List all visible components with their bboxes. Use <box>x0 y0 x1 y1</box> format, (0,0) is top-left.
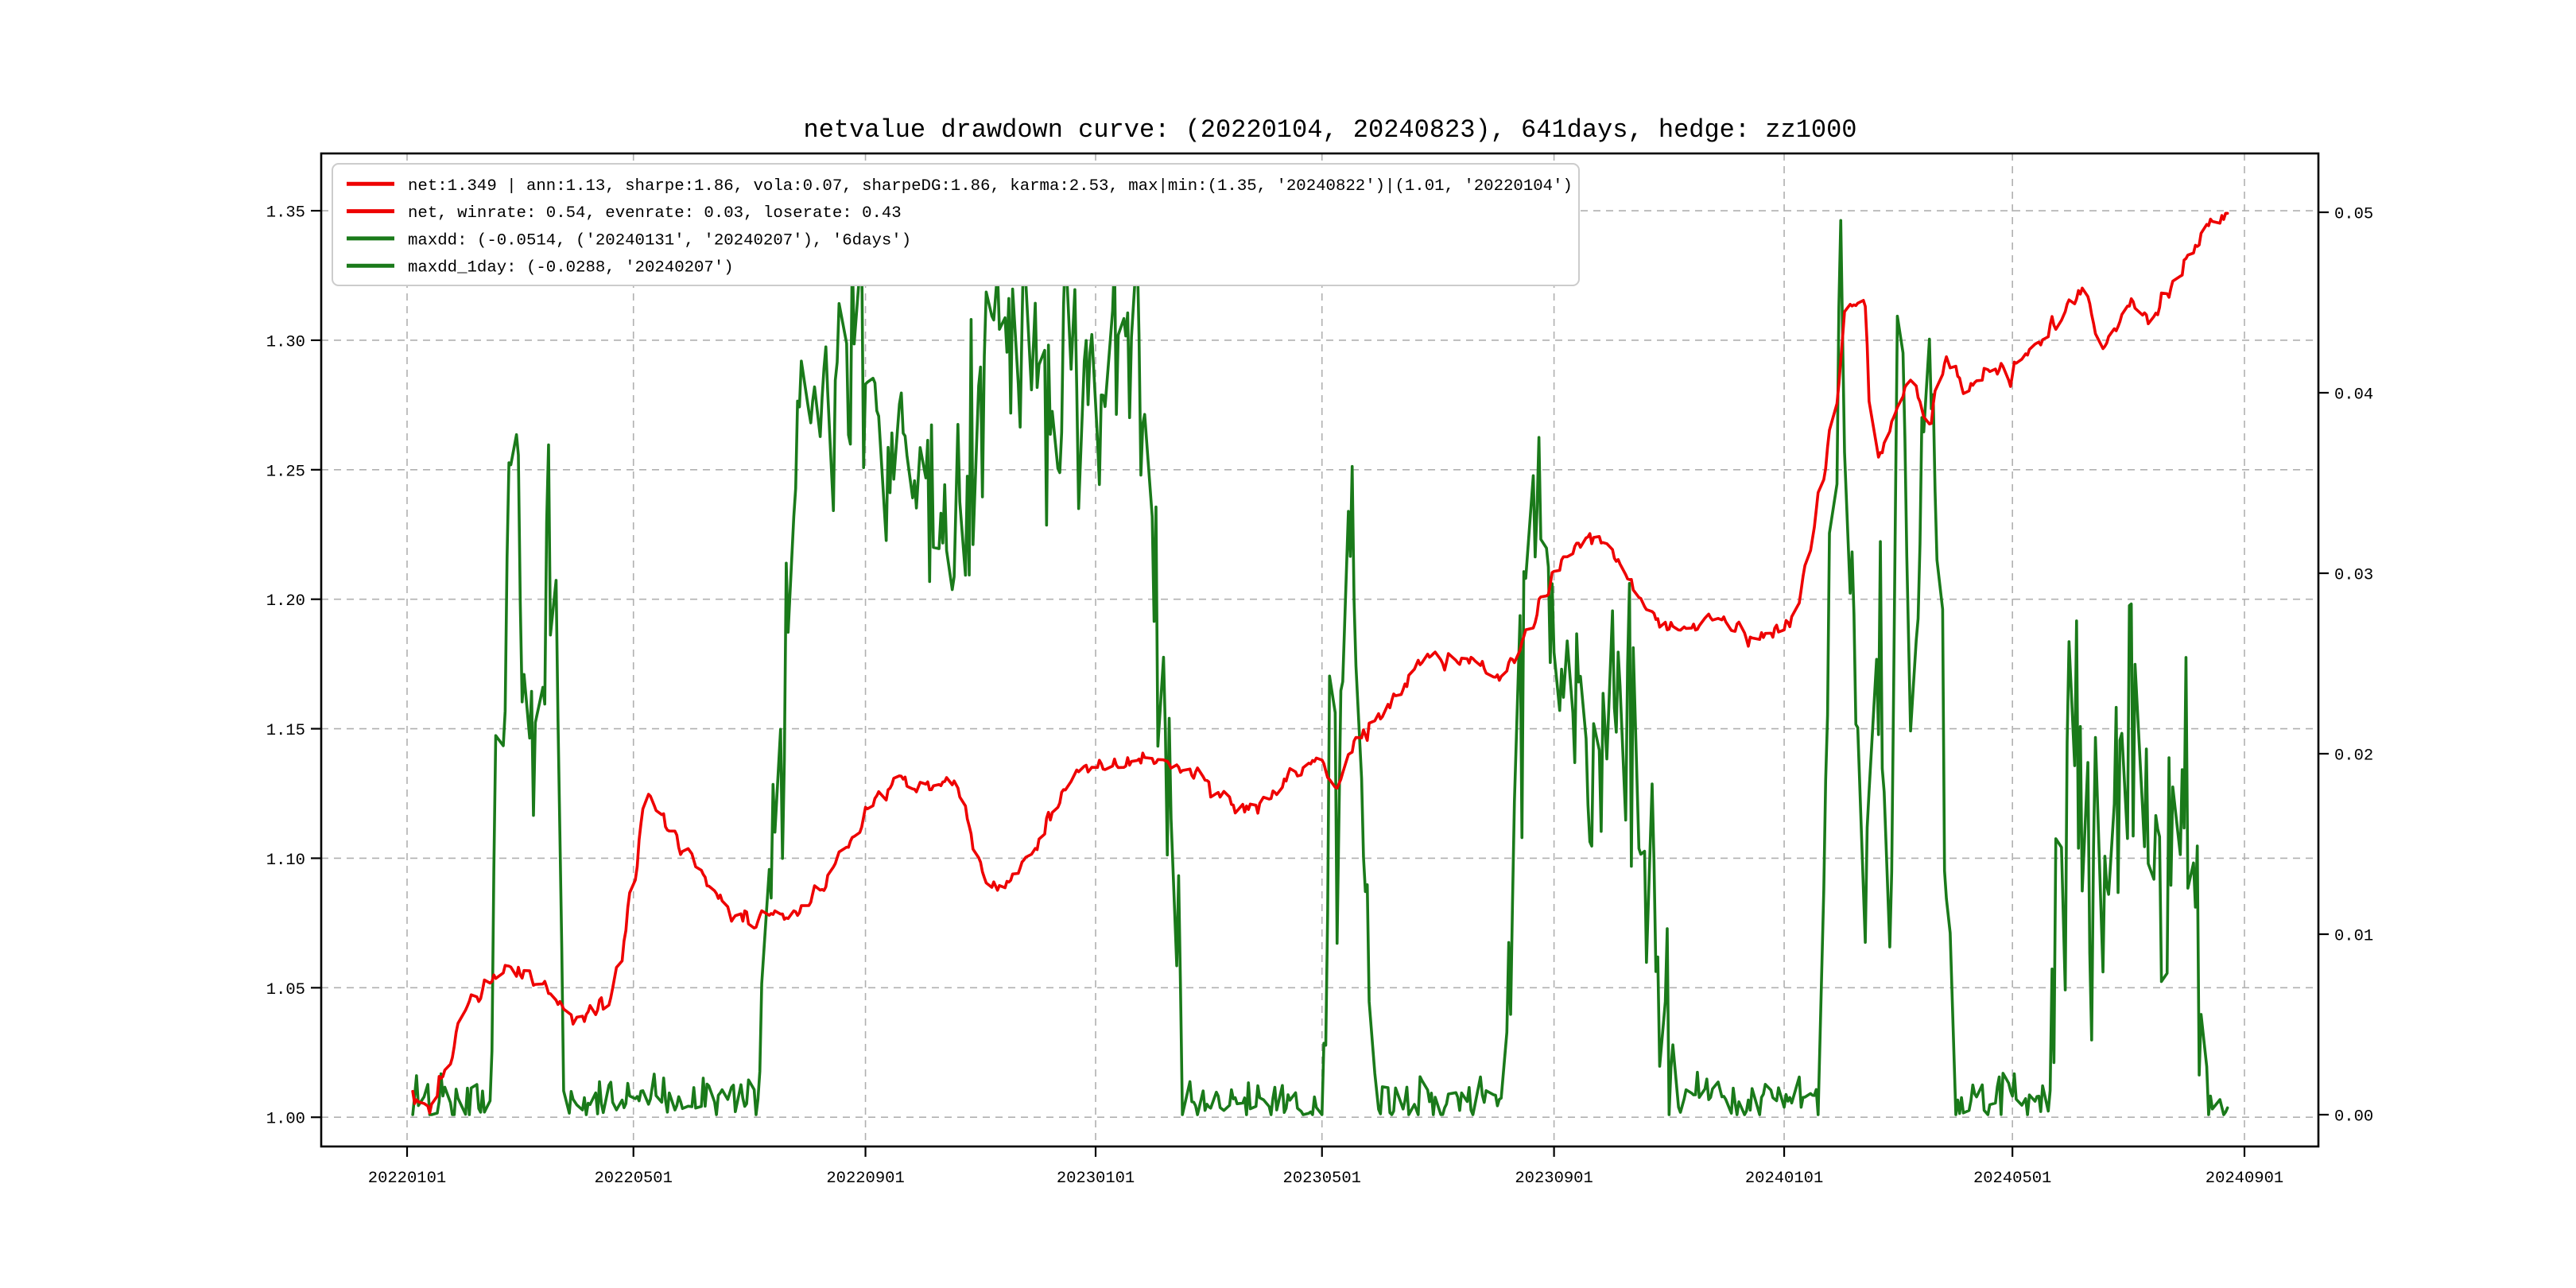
svg-text:maxdd: (-0.0514, ('20240131',: maxdd: (-0.0514, ('20240131', '20240207'… <box>408 231 911 250</box>
svg-text:0.02: 0.02 <box>2334 747 2373 766</box>
svg-text:1.20: 1.20 <box>266 592 305 611</box>
svg-text:1.30: 1.30 <box>266 333 305 351</box>
svg-text:1.15: 1.15 <box>266 722 305 740</box>
svg-text:1.00: 1.00 <box>266 1111 305 1129</box>
svg-text:0.04: 0.04 <box>2334 386 2373 405</box>
svg-text:net, winrate: 0.54, evenrate:: net, winrate: 0.54, evenrate: 0.03, lose… <box>408 204 902 223</box>
svg-text:20220101: 20220101 <box>368 1170 446 1188</box>
svg-text:20230501: 20230501 <box>1283 1170 1361 1188</box>
svg-text:0.05: 0.05 <box>2334 206 2373 224</box>
svg-text:20230101: 20230101 <box>1057 1170 1135 1188</box>
svg-text:1.05: 1.05 <box>266 981 305 999</box>
svg-text:1.10: 1.10 <box>266 852 305 870</box>
svg-text:netvalue drawdown curve: (2022: netvalue drawdown curve: (20220104, 2024… <box>803 115 1856 145</box>
svg-text:0.03: 0.03 <box>2334 567 2373 585</box>
svg-text:net:1.349 | ann:1.13, sharpe:1: net:1.349 | ann:1.13, sharpe:1.86, vola:… <box>408 177 1573 196</box>
svg-text:20240501: 20240501 <box>1973 1170 2051 1188</box>
svg-text:20230901: 20230901 <box>1515 1170 1593 1188</box>
svg-text:1.25: 1.25 <box>266 463 305 481</box>
svg-text:0.01: 0.01 <box>2334 928 2373 946</box>
svg-text:maxdd_1day: (-0.0288, '2024020: maxdd_1day: (-0.0288, '20240207') <box>408 259 734 277</box>
svg-text:0.00: 0.00 <box>2334 1108 2373 1127</box>
svg-text:20240901: 20240901 <box>2206 1170 2283 1188</box>
svg-text:1.35: 1.35 <box>266 204 305 223</box>
svg-text:20240101: 20240101 <box>1745 1170 1823 1188</box>
svg-text:20220501: 20220501 <box>595 1170 673 1188</box>
svg-text:20220901: 20220901 <box>826 1170 904 1188</box>
